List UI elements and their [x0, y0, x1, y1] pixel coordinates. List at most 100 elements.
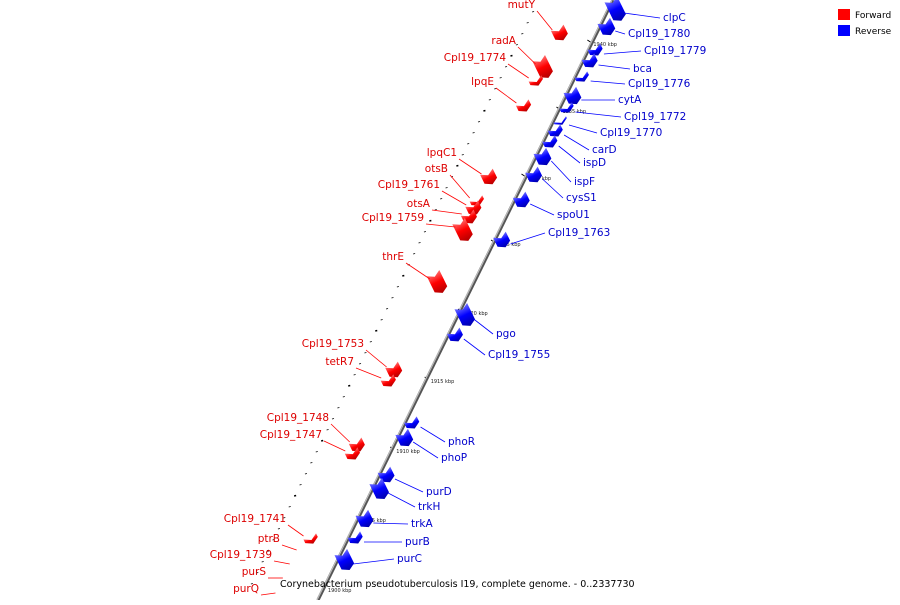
legend: Forward Reverse — [838, 9, 892, 37]
ruler-tick — [315, 451, 318, 453]
reverse-gene-label-cpl19-1780[interactable]: Cpl19_1780 — [628, 28, 690, 40]
forward-gene-cpl19-1741 — [303, 533, 318, 544]
ruler-tick — [429, 219, 432, 222]
reverse-gene-spou1 — [512, 191, 530, 208]
reverse-gene-label-spou1[interactable]: spoU1 — [557, 209, 590, 221]
reverse-gene-label-ispf[interactable]: ispF — [574, 176, 595, 188]
forward-gene-label-cpl19-1753[interactable]: Cpl19_1753 — [302, 338, 364, 350]
reverse-gene-label-cpl19-1755[interactable]: Cpl19_1755 — [488, 349, 550, 361]
forward-gene-label-cpl19-1739[interactable]: Cpl19_1739 — [210, 549, 272, 561]
legend-label-forward: Forward — [855, 11, 891, 21]
reverse-gene-label-trkh[interactable]: trkH — [418, 501, 440, 513]
forward-gene-label-thre[interactable]: thrE — [382, 251, 404, 263]
reverse-gene-label-clpc[interactable]: clpC — [663, 12, 686, 24]
forward-gene-label-purq[interactable]: purQ — [233, 583, 259, 595]
reverse-gene-label-trka[interactable]: trkA — [411, 518, 434, 530]
forward-gene-label-cpl19-1741[interactable]: Cpl19_1741 — [224, 513, 286, 525]
forward-gene-leader — [441, 190, 467, 206]
forward-gene-label-cpl19-1774[interactable]: Cpl19_1774 — [444, 52, 507, 64]
forward-gene-label-tetr7[interactable]: tetR7 — [325, 356, 354, 368]
ruler-tick — [364, 352, 367, 354]
reverse-gene-cyta — [563, 86, 582, 105]
reverse-gene-label-cpl19-1770[interactable]: Cpl19_1770 — [600, 127, 662, 139]
reverse-gene-pgo — [454, 303, 476, 326]
forward-gene-leader — [517, 46, 536, 65]
ruler-tick — [250, 583, 253, 585]
forward-gene-otsb — [469, 195, 484, 206]
reverse-gene-leader — [412, 441, 439, 459]
forward-gene-label-lpqc1[interactable]: lpqC1 — [427, 147, 457, 159]
genome-backbone — [316, 0, 615, 601]
reverse-gene-label-bca[interactable]: bca — [633, 63, 652, 75]
reverse-gene-label-cyss1[interactable]: cysS1 — [566, 192, 597, 204]
ruler-tick — [391, 297, 394, 299]
reverse-gene-trka — [355, 509, 374, 528]
reverse-gene-leader — [473, 318, 494, 335]
reverse-gene-leader — [575, 111, 622, 118]
reverse-gene-label-card[interactable]: carD — [592, 144, 617, 156]
reverse-gene-cpl19-1772 — [559, 102, 574, 113]
ruler-tick — [342, 396, 345, 398]
ruler-tick — [277, 528, 281, 530]
forward-gene-cpl19-1753 — [385, 361, 403, 378]
ruler-tick — [434, 209, 437, 211]
reverse-gene-label-phop[interactable]: phoP — [441, 452, 467, 464]
reverse-gene-leader — [615, 30, 626, 35]
forward-gene-leader — [536, 10, 553, 31]
reverse-gene-label-pgo[interactable]: pgo — [496, 328, 516, 340]
forward-gene-cpl19-1748 — [348, 437, 365, 452]
ruler-tick — [445, 187, 448, 189]
reverse-gene-cpl19-1776 — [574, 71, 589, 82]
reverse-gene-label-cpl19-1763[interactable]: Cpl19_1763 — [548, 227, 610, 239]
reverse-gene-label-cpl19-1772[interactable]: Cpl19_1772 — [624, 111, 686, 123]
forward-gene-cpl19-1761 — [465, 200, 482, 215]
forward-gene-leader — [365, 349, 387, 368]
forward-gene-label-cpl19-1747[interactable]: Cpl19_1747 — [260, 429, 322, 441]
forward-gene-label-otsb[interactable]: otsB — [425, 163, 448, 175]
forward-gene-lpqc1 — [480, 168, 498, 185]
reverse-gene-label-cpl19-1776[interactable]: Cpl19_1776 — [628, 78, 691, 90]
kbp-tick-label: 1900 kbp — [328, 588, 352, 594]
kbp-tick-label: 1940 kbp — [593, 42, 617, 48]
ruler-tick — [358, 363, 362, 365]
ruler-tick — [521, 33, 524, 35]
ruler-tick — [304, 473, 308, 475]
forward-gene-label-cpl19-1759[interactable]: Cpl19_1759 — [362, 212, 424, 224]
ruler-tick — [299, 484, 302, 486]
reverse-gene-cyss1 — [525, 166, 543, 183]
reverse-gene-purb — [347, 531, 363, 544]
ruler-tick — [293, 494, 297, 497]
ruler-tick — [504, 66, 508, 68]
kbp-tick-label: 1910 kbp — [396, 449, 420, 455]
forward-gene-label-ptrb[interactable]: ptrB — [258, 533, 280, 545]
ruler-tick — [288, 506, 291, 508]
reverse-gene-label-ispd[interactable]: ispD — [583, 157, 606, 169]
reverse-gene-leader — [568, 124, 598, 134]
reverse-gene-label-purc[interactable]: purC — [397, 553, 422, 565]
reverse-gene-label-purd[interactable]: purD — [426, 486, 452, 498]
forward-gene-label-lpqe[interactable]: lpqE — [471, 76, 494, 88]
reverse-gene-leader — [542, 178, 564, 199]
forward-gene-label-rada[interactable]: radA — [491, 35, 516, 47]
kbp-tick-mark — [587, 39, 591, 43]
reverse-gene-label-cpl19-1779[interactable]: Cpl19_1779 — [644, 45, 706, 57]
forward-gene-label-muty[interactable]: mutY — [508, 0, 536, 11]
reverse-gene-label-purb[interactable]: purB — [405, 536, 430, 548]
forward-gene-label-cpl19-1761[interactable]: Cpl19_1761 — [378, 179, 440, 191]
forward-gene-label-purs[interactable]: purS — [242, 566, 267, 578]
ruler-tick — [320, 439, 324, 442]
forward-gene-label-otsa[interactable]: otsA — [407, 198, 431, 210]
ruler-tick — [353, 374, 356, 376]
reverse-gene-leader — [353, 558, 395, 565]
reverse-gene-leader — [603, 50, 642, 55]
forward-gene-label-cpl19-1748[interactable]: Cpl19_1748 — [267, 412, 329, 424]
forward-gene-leader — [355, 367, 382, 379]
kbp-tick-label: 1920 kbp — [464, 311, 488, 317]
reverse-gene-label-phor[interactable]: phoR — [448, 436, 475, 448]
reverse-gene-label-cyta[interactable]: cytA — [618, 94, 642, 106]
ruler-tick — [467, 143, 470, 145]
legend-swatch-forward — [838, 9, 850, 20]
forward-gene-cpl19-1747 — [344, 447, 361, 460]
ruler-tick — [413, 253, 416, 255]
ruler-tick — [266, 549, 270, 552]
